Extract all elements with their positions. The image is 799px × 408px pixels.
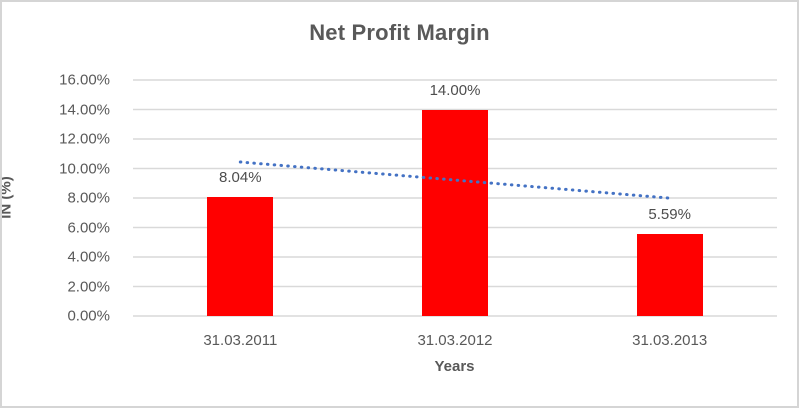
x-tick-label: 31.03.2012 <box>417 332 493 349</box>
x-axis-title: Years <box>434 358 475 375</box>
bar-value-label: 14.00% <box>429 81 481 99</box>
bar-31.03.2013 <box>636 233 703 316</box>
y-tick-label: 10.00% <box>59 160 110 177</box>
bar-31.03.2012 <box>422 109 488 316</box>
y-tick-label: 6.00% <box>67 219 110 236</box>
chart-title: Net Profit Margin <box>309 20 490 45</box>
y-tick-label: 4.00% <box>67 248 110 266</box>
y-tick-label: 12.00% <box>59 130 110 148</box>
y-tick-label: 14.00% <box>59 101 110 118</box>
y-tick-label: 0.00% <box>67 307 110 325</box>
x-tick-label: 31.03.2013 <box>632 332 708 349</box>
y-tick-label: 2.00% <box>67 278 110 295</box>
bar-value-label: 5.59% <box>648 205 691 223</box>
x-tick-label: 31.03.2011 <box>203 332 278 349</box>
y-axis-title: IN (%) <box>0 176 15 219</box>
bar-31.03.2011 <box>207 197 274 316</box>
y-tick-label: 16.00% <box>59 71 110 89</box>
bar-value-label: 8.04% <box>219 169 262 187</box>
y-tick-label: 8.00% <box>67 189 110 207</box>
